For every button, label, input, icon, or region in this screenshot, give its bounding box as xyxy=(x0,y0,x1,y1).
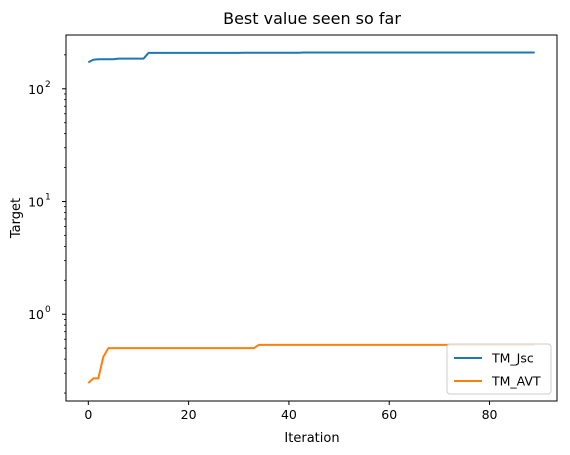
x-tick-label: 60 xyxy=(381,407,397,422)
series-layer xyxy=(87,51,535,384)
x-tick-label: 80 xyxy=(482,407,498,422)
x-tick-label: 40 xyxy=(281,407,297,422)
x-tick-label: 20 xyxy=(181,407,197,422)
plot-border xyxy=(65,34,558,402)
x-tick-label: 0 xyxy=(84,407,92,422)
y-tick-label: 10 xyxy=(28,82,44,97)
chart-title: Best value seen so far xyxy=(223,9,401,28)
y-tick-label: 10 xyxy=(28,195,44,210)
series-line-tm-avt xyxy=(87,343,535,384)
y-tick-exponent: 2 xyxy=(45,80,51,90)
x-axis-label: Iteration xyxy=(284,431,339,446)
legend-label-tm-jsc: TM_Jsc xyxy=(491,351,534,366)
y-axis-label: Target xyxy=(9,198,24,239)
x-axis-ticks: 0 20 40 60 80 xyxy=(84,401,498,422)
legend: TM_Jsc TM_AVT xyxy=(446,343,552,395)
y-tick-label: 10 xyxy=(28,307,44,322)
y-tick-exponent: 0 xyxy=(45,305,51,315)
y-tick-exponent: 1 xyxy=(45,193,51,203)
plot-area xyxy=(66,35,557,401)
legend-label-tm-avt: TM_AVT xyxy=(491,374,541,389)
series-line-tm-jsc xyxy=(87,51,535,64)
